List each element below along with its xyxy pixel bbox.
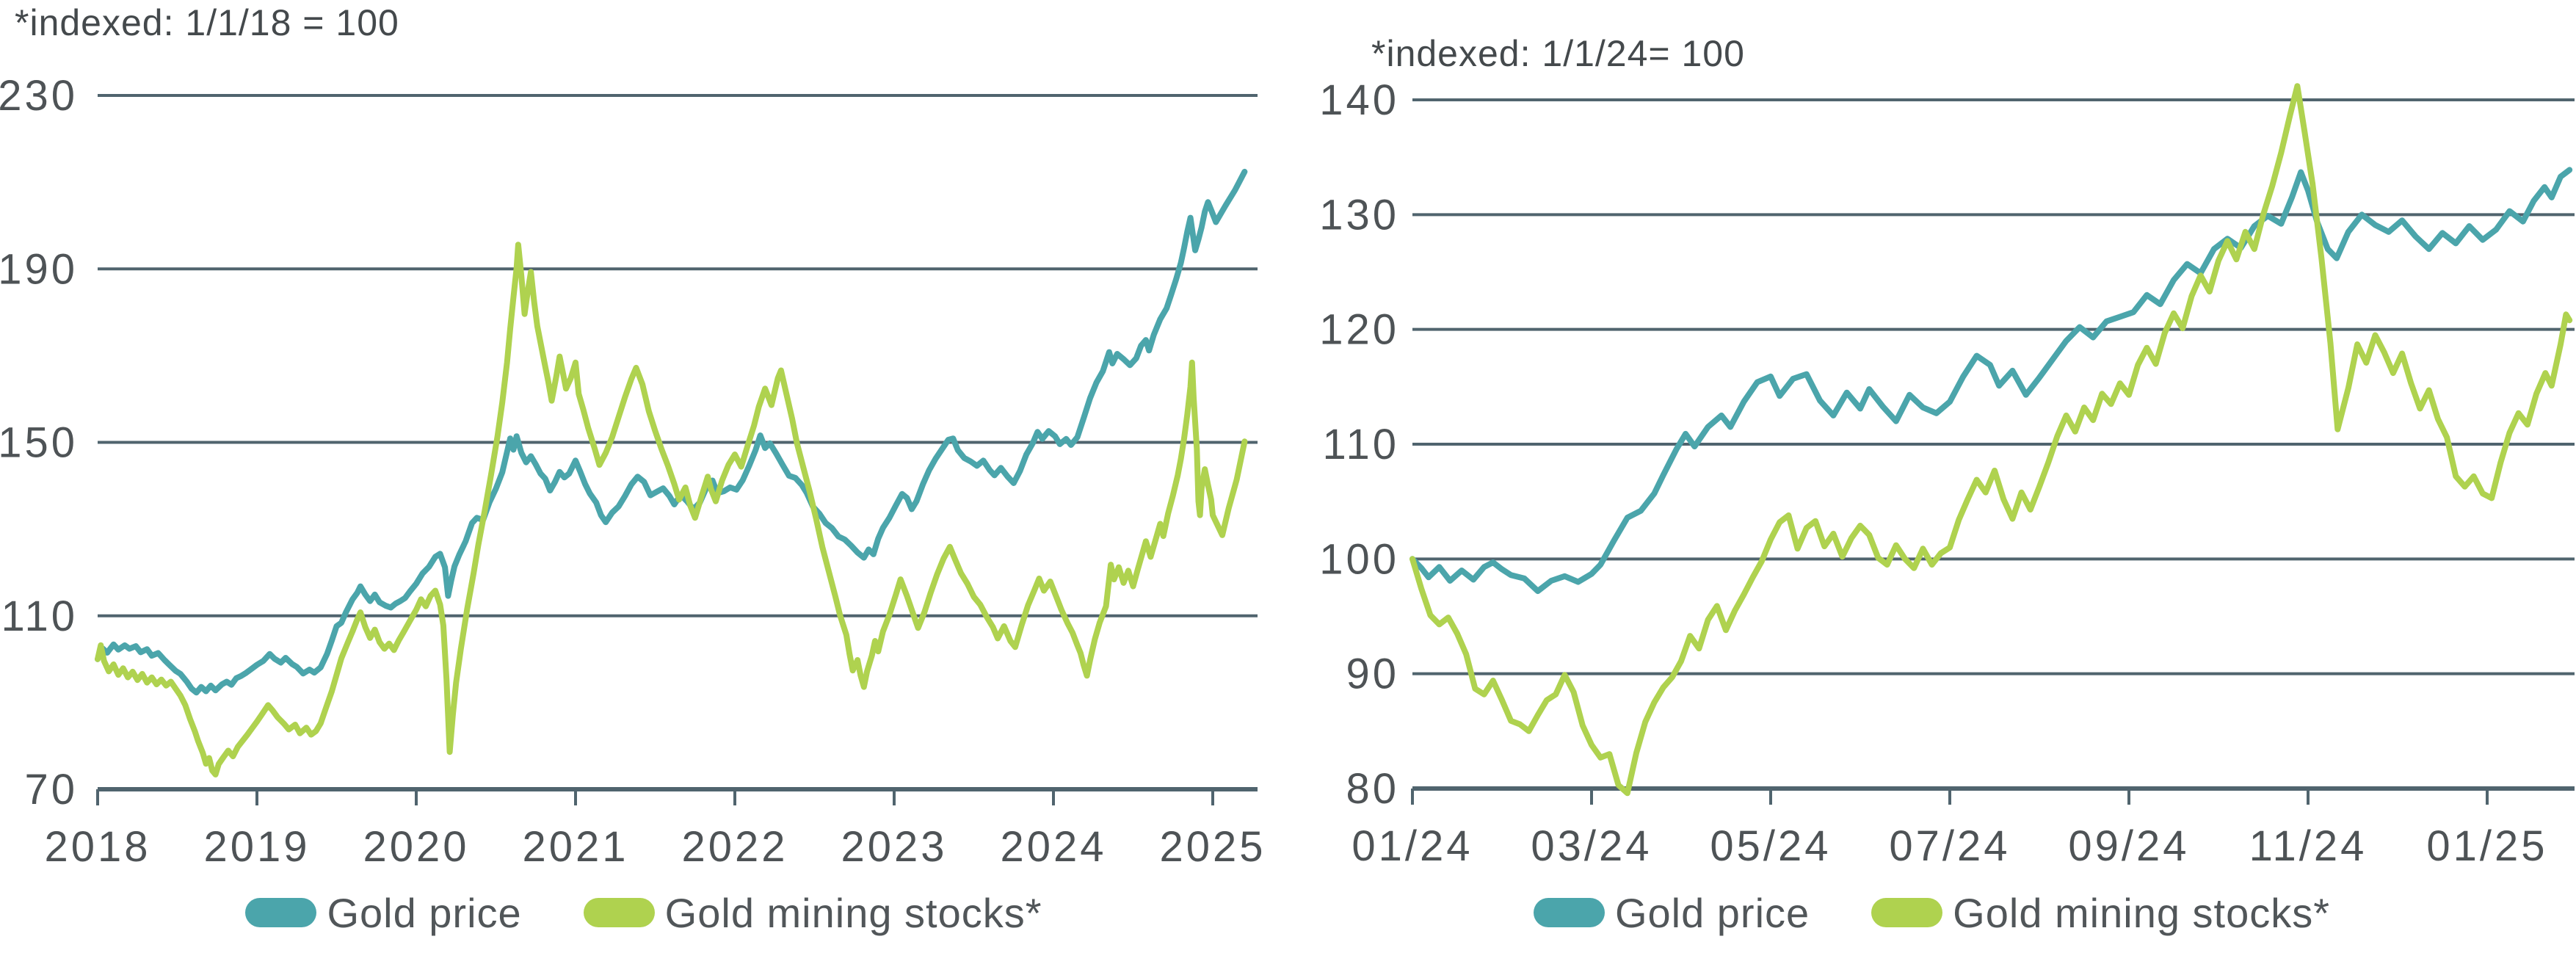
y-axis-tick-label: 120 [1319,306,1399,354]
x-axis-tick-label: 2020 [363,823,469,871]
x-axis-tick-label: 2023 [841,823,947,871]
x-axis-tick-label: 2024 [1000,823,1106,871]
y-axis-tick-label: 90 [1346,650,1399,698]
x-axis-tick-label: 2021 [522,823,628,871]
right-chart: *indexed: 1/1/24= 100 140 130 120 110 100 90 8… [1319,33,2575,870]
x-axis-tick-label: 11/24 [2249,822,2368,870]
x-axis-tick-label: 2019 [203,823,310,871]
left-chart-legend: Gold price Gold mining stocks* [0,880,1288,946]
y-axis-tick-label: 230 [0,72,78,120]
left-chart-plot: 230 190 150 110 70 2018 2019 2020 2021 2022 2023 20… [0,72,1266,871]
left-chart-panel: *indexed: 1/1/18 = 100 230 190 150 110 70 201… [0,2,1288,946]
series-line-mining [1409,83,2573,797]
x-axis-tick-label: 2022 [681,823,788,871]
left-chart: *indexed: 1/1/18 = 100 230 190 150 110 70 201… [0,2,1266,871]
x-axis-tick-label: 01/25 [2426,822,2547,870]
legend-label-gold-mining-stocks: Gold mining stocks* [1953,889,2331,936]
legend-item-gold-price: Gold price [1533,889,1810,937]
y-axis-tick-label: 140 [1319,76,1399,124]
left-chart-title: *indexed: 1/1/18 = 100 [15,2,399,43]
y-axis-tick-label: 110 [1,592,78,640]
x-axis-tick-label: 03/24 [1531,822,1652,870]
x-axis-tick-label: 2018 [44,823,150,871]
x-axis-tick-label: 05/24 [1710,822,1831,870]
right-chart-title: *indexed: 1/1/24= 100 [1371,33,1745,74]
right-chart-panel: *indexed: 1/1/24= 100 140 130 120 110 100 90 8… [1288,0,2576,964]
y-axis-tick-label: 190 [0,245,78,293]
legend-label-gold-price: Gold price [1614,889,1810,936]
series-line-gold-price [1409,167,2573,595]
x-axis-tick-label: 01/24 [1352,822,1473,870]
right-chart-legend: Gold price Gold mining stocks* [1288,880,2576,946]
legend-label-gold-price: Gold price [327,889,522,936]
x-axis-tick-label: 2025 [1159,823,1266,871]
x-axis-tick-label: 07/24 [1889,822,2010,870]
legend-item-gold-price: Gold price [245,889,521,937]
gold-mining-stocks-swatch-icon [583,898,655,927]
gold-mining-stocks-swatch-icon [1871,898,1943,927]
x-axis-tick-label: 09/24 [2068,822,2189,870]
series-line-mining [95,242,1248,778]
legend-label-gold-mining-stocks: Gold mining stocks* [664,889,1042,936]
legend-item-gold-mining-stocks: Gold mining stocks* [1871,889,2330,937]
y-axis-tick-label: 150 [0,419,78,467]
gold-price-swatch-icon [245,898,317,927]
series-line-gold-price [95,168,1248,696]
gold-price-swatch-icon [1533,898,1605,927]
legend-item-gold-mining-stocks: Gold mining stocks* [583,889,1042,937]
y-axis-tick-label: 110 [1323,421,1399,468]
y-axis-tick-label: 70 [24,766,78,813]
y-axis-tick-label: 130 [1319,191,1399,239]
right-chart-plot: 140 130 120 110 100 90 80 01/24 03/24 05/24 07/24 0… [1319,76,2575,870]
y-axis-tick-label: 80 [1346,765,1399,813]
y-axis-tick-label: 100 [1319,535,1399,583]
